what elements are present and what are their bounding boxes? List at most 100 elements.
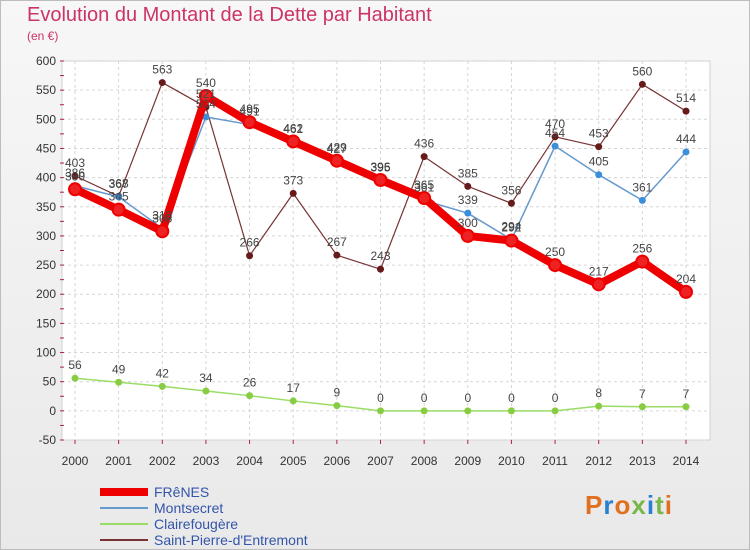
data-label: 521 (196, 87, 216, 101)
data-point (115, 193, 123, 201)
data-label: 17 (287, 381, 301, 395)
y-tick-label: 100 (36, 346, 56, 360)
data-label: 367 (109, 177, 129, 191)
data-point (420, 153, 428, 161)
y-tick-label: 200 (36, 287, 56, 301)
data-label: 365 (414, 178, 434, 192)
y-tick-label: 550 (36, 83, 56, 97)
data-point (242, 115, 257, 130)
data-point (460, 228, 475, 243)
data-label: 540 (196, 76, 216, 90)
legend-label: Clairefougère (154, 516, 239, 532)
x-tick-label: 2000 (62, 454, 89, 468)
y-tick-label: 400 (36, 171, 56, 185)
data-label: 300 (458, 216, 478, 230)
data-point (417, 191, 432, 206)
data-label: 361 (414, 180, 434, 194)
data-point (682, 107, 690, 115)
data-point (638, 403, 646, 411)
data-label: 56 (68, 358, 82, 372)
chart-subtitle: (en €) (27, 29, 59, 43)
data-label: 26 (243, 376, 257, 390)
x-tick-label: 2013 (629, 454, 656, 468)
data-label: 429 (327, 141, 347, 155)
data-point (158, 79, 166, 87)
data-point (289, 189, 297, 197)
data-label: 34 (199, 371, 213, 385)
data-label: 8 (595, 386, 602, 400)
data-point (551, 407, 559, 415)
x-tick-label: 2003 (193, 454, 220, 468)
data-point (420, 407, 428, 415)
data-point (71, 172, 79, 180)
data-point (679, 284, 693, 299)
data-point (158, 382, 166, 390)
data-point (507, 199, 515, 207)
data-point (111, 202, 126, 217)
data-point (507, 407, 515, 415)
data-label: 266 (240, 236, 260, 250)
y-tick-label: 450 (36, 141, 56, 155)
x-tick-label: 2004 (236, 454, 263, 468)
data-point (115, 378, 123, 386)
data-point (548, 258, 563, 273)
data-label: 294 (501, 219, 521, 233)
legend-swatch (100, 539, 148, 541)
legend-swatch (100, 507, 148, 509)
data-label: 395 (370, 161, 390, 175)
data-label: 380 (65, 169, 85, 183)
data-label: 373 (283, 173, 303, 187)
data-label: 495 (240, 102, 260, 116)
x-tick-label: 2005 (280, 454, 307, 468)
data-label: 0 (552, 391, 559, 405)
data-label: 385 (458, 166, 478, 180)
data-point (246, 252, 254, 260)
x-tick-label: 2010 (498, 454, 525, 468)
data-point (246, 392, 254, 400)
data-point (333, 251, 341, 259)
data-label: 470 (545, 117, 565, 131)
data-label: 453 (589, 127, 609, 141)
legend-label: Saint-Pierre-d'Entremont (154, 532, 308, 548)
data-point (504, 233, 519, 248)
data-label: 396 (370, 160, 390, 174)
data-point (591, 277, 606, 292)
data-label: 256 (632, 242, 652, 256)
data-point (551, 133, 559, 141)
data-label: 444 (676, 132, 696, 146)
y-tick-label: 350 (36, 200, 56, 214)
data-label: 386 (65, 166, 85, 180)
data-point (638, 80, 646, 88)
legend-label: FRêNES (154, 484, 210, 500)
y-tick-label: 50 (43, 375, 57, 389)
data-point (333, 402, 341, 410)
data-label: 313 (152, 208, 172, 222)
x-tick-label: 2007 (367, 454, 394, 468)
y-tick-label: 150 (36, 316, 56, 330)
x-tick-label: 2001 (105, 454, 132, 468)
data-point (286, 134, 301, 149)
x-tick-label: 2006 (324, 454, 351, 468)
data-point (71, 374, 79, 382)
brand-logo: Proxiti (585, 490, 673, 520)
data-label: 243 (370, 249, 390, 263)
data-point (198, 88, 213, 103)
x-tick-label: 2014 (673, 454, 700, 468)
data-point (377, 265, 384, 273)
data-label: 560 (632, 64, 652, 78)
x-tick-label: 2011 (542, 454, 568, 468)
data-label: 461 (283, 122, 303, 136)
data-label: 462 (283, 121, 303, 135)
x-tick-label: 2008 (411, 454, 438, 468)
legend-label: Montsecret (154, 500, 224, 516)
data-point (682, 403, 690, 411)
x-tick-label: 2002 (149, 454, 176, 468)
data-label: 427 (327, 142, 347, 156)
data-point (289, 397, 297, 405)
data-point (329, 153, 344, 168)
data-point (464, 209, 472, 217)
data-label: 49 (112, 362, 126, 376)
data-point (155, 224, 170, 239)
data-label: 339 (458, 193, 478, 207)
y-tick-label: 0 (49, 404, 56, 418)
